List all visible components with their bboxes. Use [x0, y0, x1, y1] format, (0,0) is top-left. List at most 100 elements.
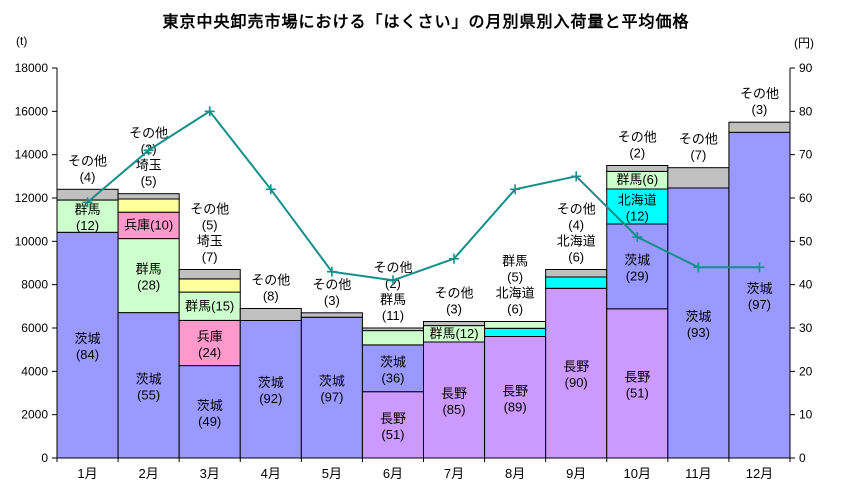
segment-label: 長野	[624, 369, 650, 384]
bar-9月: 長野(90) その他(4)北海道(6)	[545, 202, 608, 459]
segment-label: (12)	[76, 218, 99, 233]
avg-price-marker	[571, 171, 582, 182]
segment-label: 茨城	[380, 354, 406, 369]
x-tick-label: 5月	[322, 466, 342, 481]
annotation-label: (3)	[752, 102, 768, 117]
bar-6月: 長野(51)茨城(36)その他(2)群馬(11)	[361, 260, 424, 459]
x-tick-label: 12月	[746, 466, 773, 481]
annotation-label: 埼玉	[197, 234, 223, 249]
bar-7月: 長野(85) 群馬(12) その他(3)	[423, 286, 486, 459]
bar-segment-7月-その他	[423, 321, 486, 327]
bar-segment-9月-北海道	[545, 276, 608, 289]
segment-label: (55)	[137, 387, 160, 402]
annotation-label: その他	[435, 286, 474, 301]
annotation-label: (4)	[80, 169, 96, 184]
segment-label: (24)	[198, 345, 221, 360]
bar-2月: 茨城(55)群馬(28)兵庫(10)その他(2)埼玉(5)	[117, 126, 180, 459]
annotation-label: 北海道	[557, 234, 596, 249]
segment-label: (85)	[442, 402, 465, 417]
annotation-label: (11)	[382, 308, 404, 323]
avg-price-marker	[693, 262, 704, 273]
segment-label: (36)	[381, 370, 404, 385]
left-axis-unit: (t)	[16, 34, 28, 48]
segment-label: (29)	[626, 268, 649, 283]
annotation-label: その他	[740, 86, 779, 101]
annotation-label: (7)	[202, 250, 218, 265]
avg-price-marker	[449, 253, 459, 264]
y-tick-label: 0	[41, 451, 48, 465]
bar-12月: 茨城(97) その他(3)	[728, 86, 791, 459]
y2-tick-label: 80	[799, 104, 813, 118]
segment-label: 茨城	[319, 374, 345, 389]
right-axis: 0 10 20 30 40 50 60 70 80 90	[789, 61, 813, 465]
segment-label: (84)	[76, 347, 99, 362]
avg-price-line	[82, 106, 765, 286]
bar-segment-4月-その他	[239, 308, 302, 321]
avg-price-marker	[265, 184, 276, 195]
left-axis: 0 2000 4000 6000 8000 10000 12000 14000 16000 180…	[15, 61, 58, 465]
bar-segment-2月-兵庫	[117, 211, 180, 240]
avg-price-marker	[82, 197, 93, 208]
annotation-label: (5)	[507, 270, 523, 285]
x-tick-label: 6月	[383, 466, 403, 481]
bar-segment-3月-兵庫	[178, 319, 241, 367]
bar-segment-8月-長野	[484, 336, 547, 459]
y-tick-label: 16000	[15, 104, 49, 118]
bar-segment-6月-群馬	[361, 330, 424, 346]
segment-label: (90)	[565, 375, 588, 390]
bar-10月: 長野(51) 茨城(29) 北海道(12) 群馬(6) その他(2)	[606, 130, 669, 459]
segment-label: 茨城	[685, 309, 711, 324]
annotation-label: (3)	[324, 293, 340, 308]
y2-tick-label: 70	[799, 148, 813, 162]
bar-segment-8月-群馬	[484, 321, 547, 329]
segment-label: 北海道	[618, 193, 657, 208]
annotation-label: その他	[679, 132, 718, 147]
annotation-label: (5)	[141, 174, 157, 189]
bar-8月: 長野(89) 群馬(5)北海道(6)	[484, 254, 547, 459]
bar-5月: 茨城(97) その他(3)	[300, 277, 363, 459]
annotation-label: (2)	[629, 146, 645, 161]
bar-segment-8月-北海道	[484, 327, 547, 337]
x-tick-label: 11月	[685, 466, 712, 481]
y2-tick-label: 50	[799, 234, 813, 248]
segment-label: 茨城	[258, 375, 284, 390]
chart-title: 東京中央卸売市場における「はくさい」の月別県別入荷量と平均価格	[162, 14, 690, 31]
y2-tick-label: 90	[799, 61, 813, 75]
segment-label: (93)	[687, 325, 710, 340]
annotation-label: (3)	[446, 302, 462, 317]
annotation-label: その他	[557, 202, 596, 217]
segment-label: 群馬	[75, 202, 101, 217]
segment-label: (28)	[137, 278, 160, 293]
bar-segment-3月-その他	[178, 269, 241, 280]
bar-segment-9月-その他	[545, 269, 608, 278]
annotation-label: その他	[190, 202, 229, 217]
annotation-label: (6)	[507, 302, 523, 317]
segment-label: 群馬(6)	[616, 172, 658, 187]
annotation-label: その他	[373, 260, 412, 275]
bar-11月: 茨城(93) その他(7)	[667, 132, 730, 459]
segment-label: (97)	[320, 390, 343, 405]
bar-segment-2月-埼玉	[117, 198, 180, 213]
avg-price-marker	[754, 262, 765, 273]
annotation-label: (7)	[690, 148, 706, 163]
avg-price-marker	[143, 145, 154, 156]
bar-segment-10月-その他	[606, 165, 669, 172]
y-tick-label: 2000	[21, 408, 48, 422]
y-tick-label: 10000	[15, 234, 49, 248]
y-tick-label: 12000	[15, 191, 49, 205]
annotation-label: 群馬	[380, 292, 406, 307]
segment-label: 兵庫(10)	[124, 217, 173, 232]
x-tick-label: 1月	[77, 466, 97, 481]
x-tick-label: 9月	[566, 466, 586, 481]
annotation-label: その他	[251, 273, 290, 288]
annotation-label: 北海道	[496, 286, 535, 301]
y2-tick-label: 10	[799, 408, 813, 422]
annotation-label: その他	[312, 277, 351, 292]
segment-label: 茨城	[75, 331, 101, 346]
avg-price-marker	[632, 232, 643, 242]
y2-tick-label: 40	[799, 278, 813, 292]
right-axis-unit: (円)	[794, 36, 814, 50]
bar-segment-7月-長野	[423, 341, 486, 459]
